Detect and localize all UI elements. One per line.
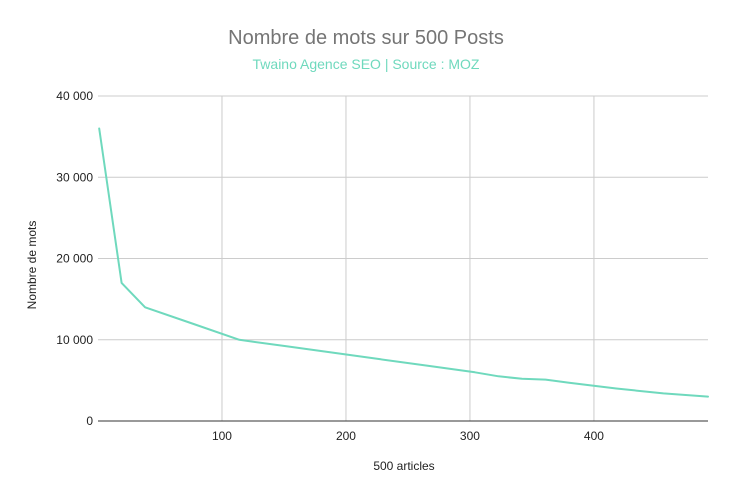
y-axis-title: Nombre de mots	[25, 221, 39, 310]
x-tick-labels: 100 200 300 400	[212, 429, 604, 443]
series-group	[98, 127, 709, 398]
x-tick-label: 100	[212, 429, 232, 443]
y-tick-labels: 0 10 000 20 000 30 000 40 000	[56, 89, 93, 428]
y-tick-label: 40 000	[56, 89, 93, 103]
y-tick-label: 10 000	[56, 333, 93, 347]
series-line	[98, 127, 709, 398]
y-tick-label: 20 000	[56, 252, 93, 266]
y-tick-label: 0	[86, 414, 93, 428]
gridlines	[98, 95, 708, 421]
y-tick-label: 30 000	[56, 170, 93, 184]
chart-title: Nombre de mots sur 500 Posts	[228, 27, 504, 49]
x-tick-label: 300	[460, 429, 480, 443]
chart-subtitle: Twaino Agence SEO | Source : MOZ	[253, 56, 480, 72]
x-axis-title: 500 articles	[373, 459, 434, 473]
x-tick-label: 400	[584, 429, 604, 443]
x-tick-label: 200	[336, 429, 356, 443]
